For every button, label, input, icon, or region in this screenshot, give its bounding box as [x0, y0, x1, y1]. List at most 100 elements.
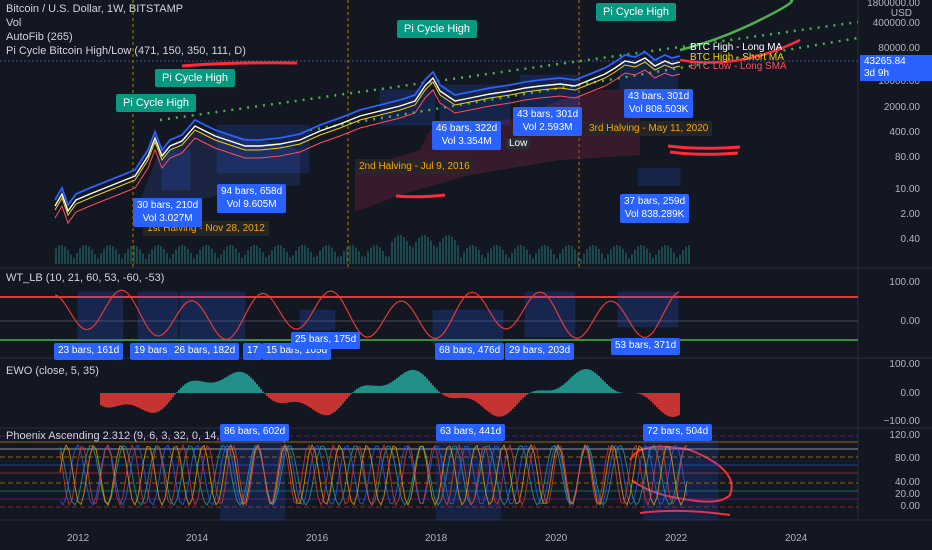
second-halving-label[interactable]: 2nd Halving - Jul 9, 2016: [355, 159, 474, 174]
ewo-bar: [224, 377, 226, 393]
volume-bar: [208, 245, 210, 264]
volume-bar: [652, 258, 654, 264]
wt-range-label[interactable]: 53 bars, 371d: [611, 338, 681, 355]
pi-cycle-indicator-label[interactable]: Pi Cycle Bitcoin High/Low (471, 150, 350…: [6, 45, 246, 57]
annotation-stroke: [679, 38, 801, 64]
volume-bar: [514, 248, 516, 264]
ewo-bar: [670, 393, 672, 417]
third-halving-label[interactable]: 3rd Halving - May 11, 2020: [585, 121, 713, 136]
range-stats-label[interactable]: 43 bars, 301d Vol 2.593M: [513, 107, 583, 136]
wt-range-label[interactable]: 25 bars, 175d: [291, 332, 361, 349]
volume-bar: [526, 249, 528, 264]
ewo-bar: [542, 390, 544, 393]
wt-range-label[interactable]: 26 bars, 182d: [170, 343, 240, 360]
volume-bar: [670, 248, 672, 264]
range-stats-label[interactable]: 46 bars, 322d Vol 3.354M: [432, 121, 502, 150]
volume-bar: [409, 245, 411, 264]
ewo-bar: [162, 393, 164, 409]
ewo-bar: [312, 393, 314, 410]
volume-bar: [451, 236, 453, 264]
volume-bar: [631, 254, 633, 264]
volume-bar: [661, 246, 663, 264]
wt-range-label[interactable]: 19 bars: [130, 343, 172, 360]
ewo-bar: [528, 393, 530, 394]
volume-indicator-label[interactable]: Vol: [6, 17, 22, 29]
ewo-bar: [256, 384, 258, 393]
btc-high-short-ma: [54, 61, 681, 217]
pi-cycle-high-flag[interactable]: Pi Cycle High: [596, 3, 677, 21]
symbol-title[interactable]: Bitcoin / U.S. Dollar, 1W, BITSTAMP: [6, 3, 184, 15]
ewo-bar: [158, 393, 160, 412]
currency-label: USD: [890, 8, 912, 19]
volume-bar: [646, 248, 648, 264]
range-stats-label[interactable]: 30 bars, 210d Vol 3.027M: [133, 198, 203, 227]
wt-range-label[interactable]: 23 bars, 161d: [54, 343, 124, 360]
range-stats-label[interactable]: 43 bars, 301d Vol 808.503K: [624, 89, 694, 118]
wt-lb-indicator-label[interactable]: WT_LB (10, 21, 60, 53, -60, -53): [6, 272, 165, 284]
ewo-bar: [586, 369, 588, 393]
volume-bar: [469, 245, 471, 264]
ewo-bar: [336, 393, 338, 411]
volume-bar: [625, 253, 627, 264]
ewo-bar: [324, 393, 326, 416]
ewo-bar: [412, 369, 414, 393]
volume-bar: [241, 257, 243, 264]
ewo-bar: [350, 393, 352, 395]
ewo-bar: [654, 393, 656, 406]
range-stats-label[interactable]: 94 bars, 658d Vol 9.605M: [217, 184, 287, 213]
volume-bar: [577, 253, 579, 264]
pi-cycle-high-flag[interactable]: Pi Cycle High: [397, 20, 478, 38]
volume-bar: [475, 246, 477, 264]
annotation-stroke: [181, 61, 298, 68]
current-price-tag: 43265.84 3d 9h: [860, 55, 932, 81]
ewo-bar: [544, 390, 546, 393]
phoenix-range-label[interactable]: 72 bars, 504d: [643, 424, 713, 441]
ewo-bar: [406, 371, 408, 393]
volume-bar: [553, 253, 555, 264]
volume-bar: [190, 253, 192, 264]
volume-bar: [313, 256, 315, 264]
phoenix-indicator-label[interactable]: Phoenix Ascending 2.312 (9, 6, 3, 32, 0,…: [6, 430, 288, 442]
time-tick: 2020: [545, 533, 568, 544]
time-tick: 2012: [67, 533, 90, 544]
volume-bar: [511, 252, 513, 264]
ewo-bar: [552, 389, 554, 393]
ewo-bar: [338, 393, 340, 409]
ewo-bar: [280, 393, 282, 404]
wt-range-label[interactable]: 29 bars, 203d: [505, 343, 575, 360]
ewo-bar: [220, 380, 222, 393]
ewo-bar: [468, 393, 470, 399]
ewo-bar: [362, 386, 364, 393]
volume-bar: [676, 257, 678, 264]
ewo-bar: [532, 391, 534, 393]
ewo-indicator-label[interactable]: EWO (close, 5, 35): [6, 365, 99, 377]
wt-range-label[interactable]: 17: [243, 343, 263, 360]
ewo-bar: [614, 390, 616, 393]
autofib-indicator-label[interactable]: AutoFib (265): [6, 31, 73, 43]
ewo-bar: [210, 382, 212, 393]
volume-bar: [259, 248, 261, 264]
volume-bar: [118, 253, 120, 264]
ewo-bar: [112, 393, 114, 408]
phoenix-range-label[interactable]: 86 bars, 602d: [220, 424, 290, 441]
ewo-bar: [102, 393, 104, 407]
volume-bar: [379, 247, 381, 264]
ewo-bar: [310, 393, 312, 409]
ewo-bar: [212, 382, 214, 393]
volume-bar: [73, 258, 75, 264]
wt-range-label[interactable]: 68 bars, 476d: [435, 343, 505, 360]
range-bars: 46 bars, 322d: [436, 123, 498, 134]
volume-bar: [529, 254, 531, 264]
ewo-bar: [578, 371, 580, 393]
pi-cycle-high-flag[interactable]: Pi Cycle High: [116, 94, 197, 112]
volume-bar: [319, 250, 321, 264]
volume-bar: [268, 255, 270, 264]
ewo-bar: [480, 393, 482, 406]
range-stats-label[interactable]: 37 bars, 259d Vol 838.289K: [620, 194, 690, 223]
volume-bar: [502, 249, 504, 264]
pi-cycle-high-flag[interactable]: Pi Cycle High: [155, 69, 236, 87]
volume-bar: [499, 246, 501, 264]
phoenix-range-label[interactable]: 63 bars, 441d: [436, 424, 506, 441]
